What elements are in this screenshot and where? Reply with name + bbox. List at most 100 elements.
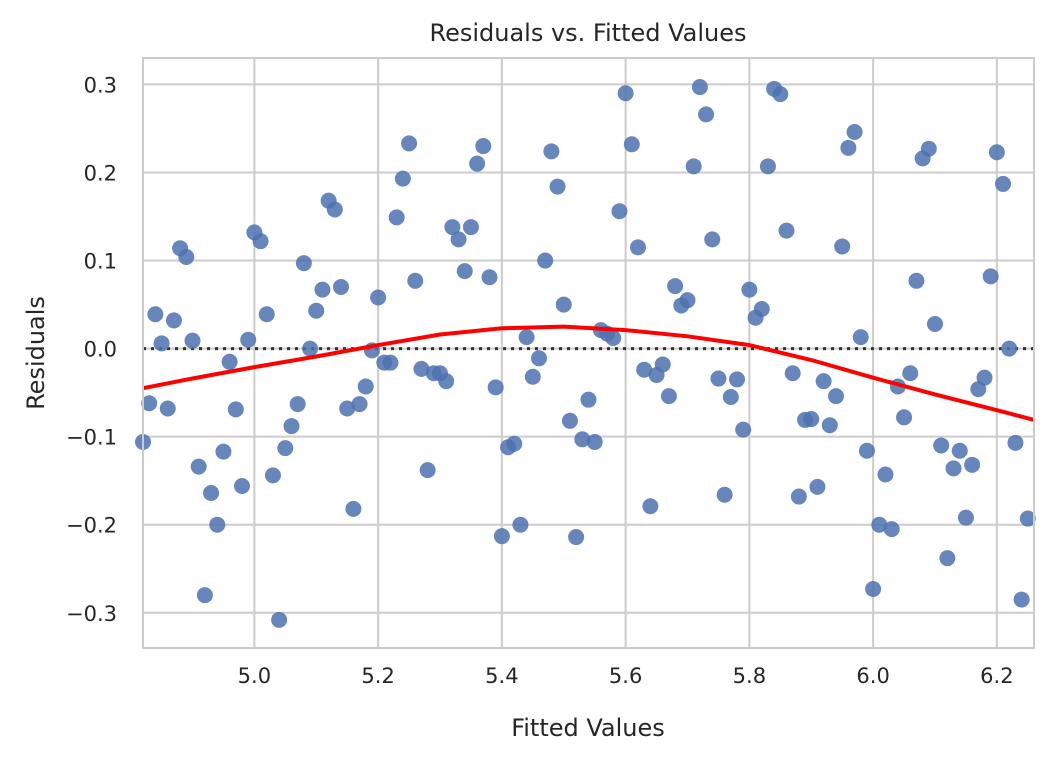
scatter-point	[852, 329, 869, 346]
scatter-point	[450, 231, 467, 248]
x-tick-label: 5.0	[238, 664, 271, 688]
scatter-point	[568, 529, 585, 546]
scatter-point	[240, 331, 257, 348]
scatter-point	[357, 378, 374, 395]
scatter-point	[846, 123, 863, 140]
y-tick-label: 0.1	[84, 250, 117, 274]
scatter-point	[221, 353, 238, 370]
scatter-point	[858, 442, 875, 459]
scatter-point	[920, 140, 937, 157]
scatter-point	[524, 368, 541, 385]
scatter-point	[772, 86, 789, 103]
scatter-point	[333, 278, 349, 295]
scatter-point	[586, 433, 603, 450]
scatter-point	[165, 312, 182, 329]
x-tick-label: 5.4	[485, 664, 518, 688]
scatter-point	[611, 203, 628, 220]
scatter-point	[469, 155, 486, 172]
scatter-point	[159, 400, 176, 417]
scatter-point	[759, 158, 776, 175]
scatter-point	[617, 85, 634, 102]
trend-line	[142, 324, 1035, 422]
scatter-point	[803, 411, 820, 428]
scatter-point	[264, 467, 281, 484]
y-tick-label: −0.3	[66, 602, 117, 626]
scatter-point	[518, 329, 535, 346]
scatter-point	[314, 281, 331, 298]
scatter-point	[877, 466, 894, 483]
y-tick-labels: −0.3 −0.2 −0.1 0.0 0.1 0.2 0.3	[66, 73, 117, 625]
scatter-point	[834, 238, 851, 255]
scatter-point	[413, 360, 430, 377]
scatter-point	[308, 302, 325, 319]
scatter-point	[419, 462, 436, 479]
trend-line-layer	[142, 324, 1035, 422]
x-tick-label: 5.6	[609, 664, 642, 688]
scatter-point	[871, 516, 888, 533]
x-tick-label: 6.2	[980, 664, 1013, 688]
scatter-point	[209, 516, 226, 533]
scatter-point	[896, 409, 913, 426]
x-tick-label: 5.2	[361, 664, 394, 688]
scatter-point	[735, 421, 752, 438]
scatter-point	[951, 442, 968, 459]
scatter-point	[227, 401, 244, 418]
scatter-point	[401, 135, 418, 152]
scatter-point	[147, 306, 164, 323]
scatter-point	[196, 587, 213, 604]
scatter-point	[549, 178, 566, 195]
scatter-point	[1001, 340, 1018, 357]
scatter-point	[821, 417, 838, 434]
scatter-point	[828, 388, 844, 405]
scatter-point	[203, 485, 220, 502]
scatter-point	[982, 268, 999, 285]
scatter-point	[555, 296, 572, 313]
x-tick-label: 5.8	[733, 664, 766, 688]
plot-frame	[142, 57, 1035, 649]
scatter-point	[271, 611, 288, 628]
scatter-point	[537, 252, 554, 269]
scatter-point	[295, 255, 312, 272]
scatter-point	[252, 233, 269, 250]
scatter-point	[605, 330, 622, 347]
scatter-point	[258, 306, 275, 323]
scatter-point	[351, 396, 368, 413]
scatter-point	[698, 106, 715, 123]
y-axis-label: Residuals	[22, 296, 50, 410]
scatter-point	[908, 272, 925, 289]
scatter-point	[784, 365, 801, 382]
scatter-point	[1007, 434, 1024, 451]
scatter-point	[685, 158, 702, 175]
scatter-point	[902, 365, 919, 382]
scatter-point	[283, 418, 300, 435]
x-tick-label: 6.0	[856, 664, 889, 688]
scatter-point	[815, 373, 832, 390]
scatter-point	[945, 460, 962, 477]
scatter-point	[438, 373, 455, 390]
x-tick-labels: 5.0 5.2 5.4 5.6 5.8 6.0 6.2	[238, 664, 1014, 688]
scatter-point	[277, 440, 294, 457]
scatter-point	[964, 456, 981, 473]
scatter-point	[543, 143, 560, 160]
scatter-point	[809, 478, 826, 495]
y-tick-label: 0.0	[84, 338, 117, 362]
scatter-point	[190, 458, 207, 475]
scatter-point	[493, 528, 510, 545]
scatter-point	[933, 437, 950, 454]
scatter-point	[667, 278, 684, 295]
scatter-point	[512, 516, 529, 533]
scatter-point	[475, 138, 492, 155]
scatter-point	[995, 175, 1012, 192]
scatter-point	[660, 388, 677, 405]
chart-title: Residuals vs. Fitted Values	[429, 19, 746, 47]
scatter-point	[178, 249, 195, 266]
scatter-point	[289, 396, 306, 413]
scatter-point	[370, 289, 387, 306]
scatter-point	[1019, 510, 1036, 527]
scatter-point	[388, 209, 405, 226]
scatter-point	[642, 498, 659, 515]
scatter-point	[456, 263, 473, 280]
scatter-point	[753, 300, 770, 317]
scatter-point	[778, 222, 795, 239]
